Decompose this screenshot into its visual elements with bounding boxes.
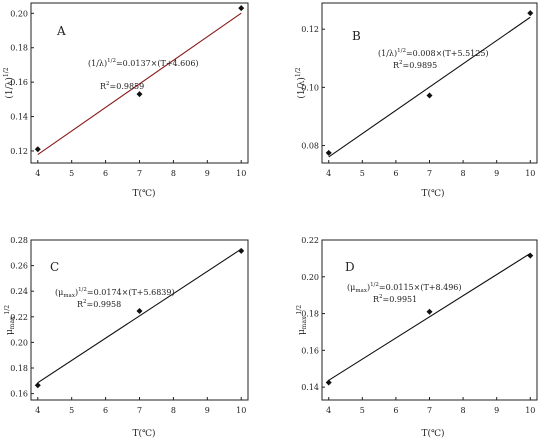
x-tick-label: 8	[461, 406, 466, 415]
x-tick-label: 9	[205, 169, 210, 178]
x-tick-label: 10	[236, 169, 246, 178]
y-tick-label: 0.18	[10, 364, 28, 373]
y-tick-label: 0.16	[10, 390, 28, 399]
x-tick-label: 4	[326, 406, 331, 415]
data-point	[136, 308, 143, 315]
x-tick-label: 6	[103, 169, 108, 178]
x-axis-label: T(℃)	[421, 428, 444, 439]
y-tick-label: 0.14	[301, 383, 319, 392]
y-tick-label: 0.18	[10, 44, 28, 53]
y-tick-label: 0.12	[10, 147, 28, 156]
x-tick-label: 8	[171, 169, 176, 178]
panel-b: 4 5 6 7 8 9 10 0.08 0.10 0.12 T(℃) (1/λ)1/2 B (1/λ)1/…	[295, 2, 538, 199]
x-tick-label: 8	[461, 169, 466, 178]
plot-frame	[30, 239, 249, 401]
data-point	[426, 308, 433, 315]
x-tick-label: 10	[236, 406, 246, 415]
y-tick-label: 0.28	[10, 236, 28, 245]
x-tick-label: 10	[525, 406, 535, 415]
x-axis-label: T(℃)	[421, 188, 444, 199]
y-tick-label: 0.22	[301, 236, 319, 245]
data-point	[527, 252, 534, 259]
y-tick-label: 0.20	[10, 338, 28, 347]
y-tick-label: 0.08	[301, 142, 319, 151]
x-tick-label: 7	[427, 406, 432, 415]
fit-equation: (1/λ)1/2=0.008×(T+5.5125)	[378, 48, 489, 58]
data-point	[136, 91, 143, 98]
fit-line	[37, 248, 242, 384]
data-point	[527, 10, 534, 17]
r-squared: R2=0.9895	[393, 60, 437, 70]
y-tick-label: 0.14	[10, 113, 28, 122]
data-point	[426, 92, 433, 99]
y-tick-label: 0.20	[301, 273, 319, 282]
data-point	[34, 382, 41, 389]
x-axis-label: T(℃)	[132, 188, 155, 199]
data-point	[34, 146, 41, 153]
x-tick-label: 4	[326, 169, 331, 178]
x-tick-label: 9	[205, 406, 210, 415]
x-tick-label: 5	[69, 406, 74, 415]
x-tick-label: 5	[69, 169, 74, 178]
panel-label: D	[345, 260, 355, 274]
fit-line	[328, 252, 531, 381]
r-squared: R2=0.9951	[373, 294, 417, 304]
x-tick-label: 8	[171, 406, 176, 415]
y-axis-label: μmax 1/2	[4, 305, 16, 335]
x-tick-label: 7	[137, 406, 142, 415]
fit-line	[328, 16, 531, 158]
x-tick-label: 7	[137, 169, 142, 178]
fit-equation: (1/λ)1/2=0.0137×(T+4.606)	[88, 58, 199, 68]
x-tick-label: 9	[494, 169, 499, 178]
x-tick-label: 6	[393, 169, 398, 178]
fit-line	[37, 12, 242, 156]
y-tick-label: 0.18	[301, 310, 319, 319]
y-tick-label: 0.22	[10, 313, 28, 322]
x-tick-label: 6	[103, 406, 108, 415]
panel-label: C	[50, 260, 59, 274]
x-tick-label: 4	[35, 406, 40, 415]
panel-d: 4 5 6 7 8 9 10 0.14 0.16 0.18 0.20 0.22 T(℃) μmax 1/2…	[296, 236, 538, 439]
panel-c: 4 5 6 7 8 9 10 0.16 0.18 0.20 0.22 0.24 0.26 0.28 T(℃)…	[4, 236, 249, 439]
y-axis-label: (1/λ)1/2	[3, 67, 15, 98]
y-tick-label: 0.26	[10, 262, 28, 271]
y-tick-label: 0.16	[10, 78, 28, 87]
data-point	[238, 5, 245, 12]
fit-equation: (μmax)1/2=0.0174×(T+5.6839)	[55, 287, 175, 299]
x-tick-label: 7	[427, 169, 432, 178]
y-tick-label: 0.20	[10, 9, 28, 18]
y-axis-label: (1/λ)1/2	[295, 67, 307, 98]
x-tick-label: 9	[494, 406, 499, 415]
panel-a: 4 5 6 7 8 9 10 0.12 0.14 0.16 0.18 0.20 T(℃) (1/λ)1/2…	[3, 2, 249, 199]
r-squared: R2=0.9958	[77, 299, 121, 309]
x-tick-label: 5	[360, 169, 365, 178]
panel-label: B	[352, 29, 361, 43]
fit-equation: (μmax)1/2=0.0115×(T+8.496)	[347, 282, 462, 294]
y-tick-label: 0.24	[10, 287, 28, 296]
y-tick-label: 0.10	[301, 83, 319, 92]
y-tick-label: 0.16	[301, 346, 319, 355]
x-tick-label: 10	[525, 169, 535, 178]
y-axis-label: μmax 1/2	[296, 305, 308, 335]
r-squared: R2=0.9859	[100, 81, 144, 91]
panel-label: A	[56, 24, 66, 38]
x-tick-label: 4	[35, 169, 40, 178]
y-tick-label: 0.12	[301, 25, 319, 34]
x-tick-label: 6	[393, 406, 398, 415]
x-axis-label: T(℃)	[132, 428, 155, 439]
data-point	[325, 149, 332, 156]
data-point	[238, 247, 245, 254]
x-tick-label: 5	[360, 406, 365, 415]
data-point	[325, 379, 332, 386]
